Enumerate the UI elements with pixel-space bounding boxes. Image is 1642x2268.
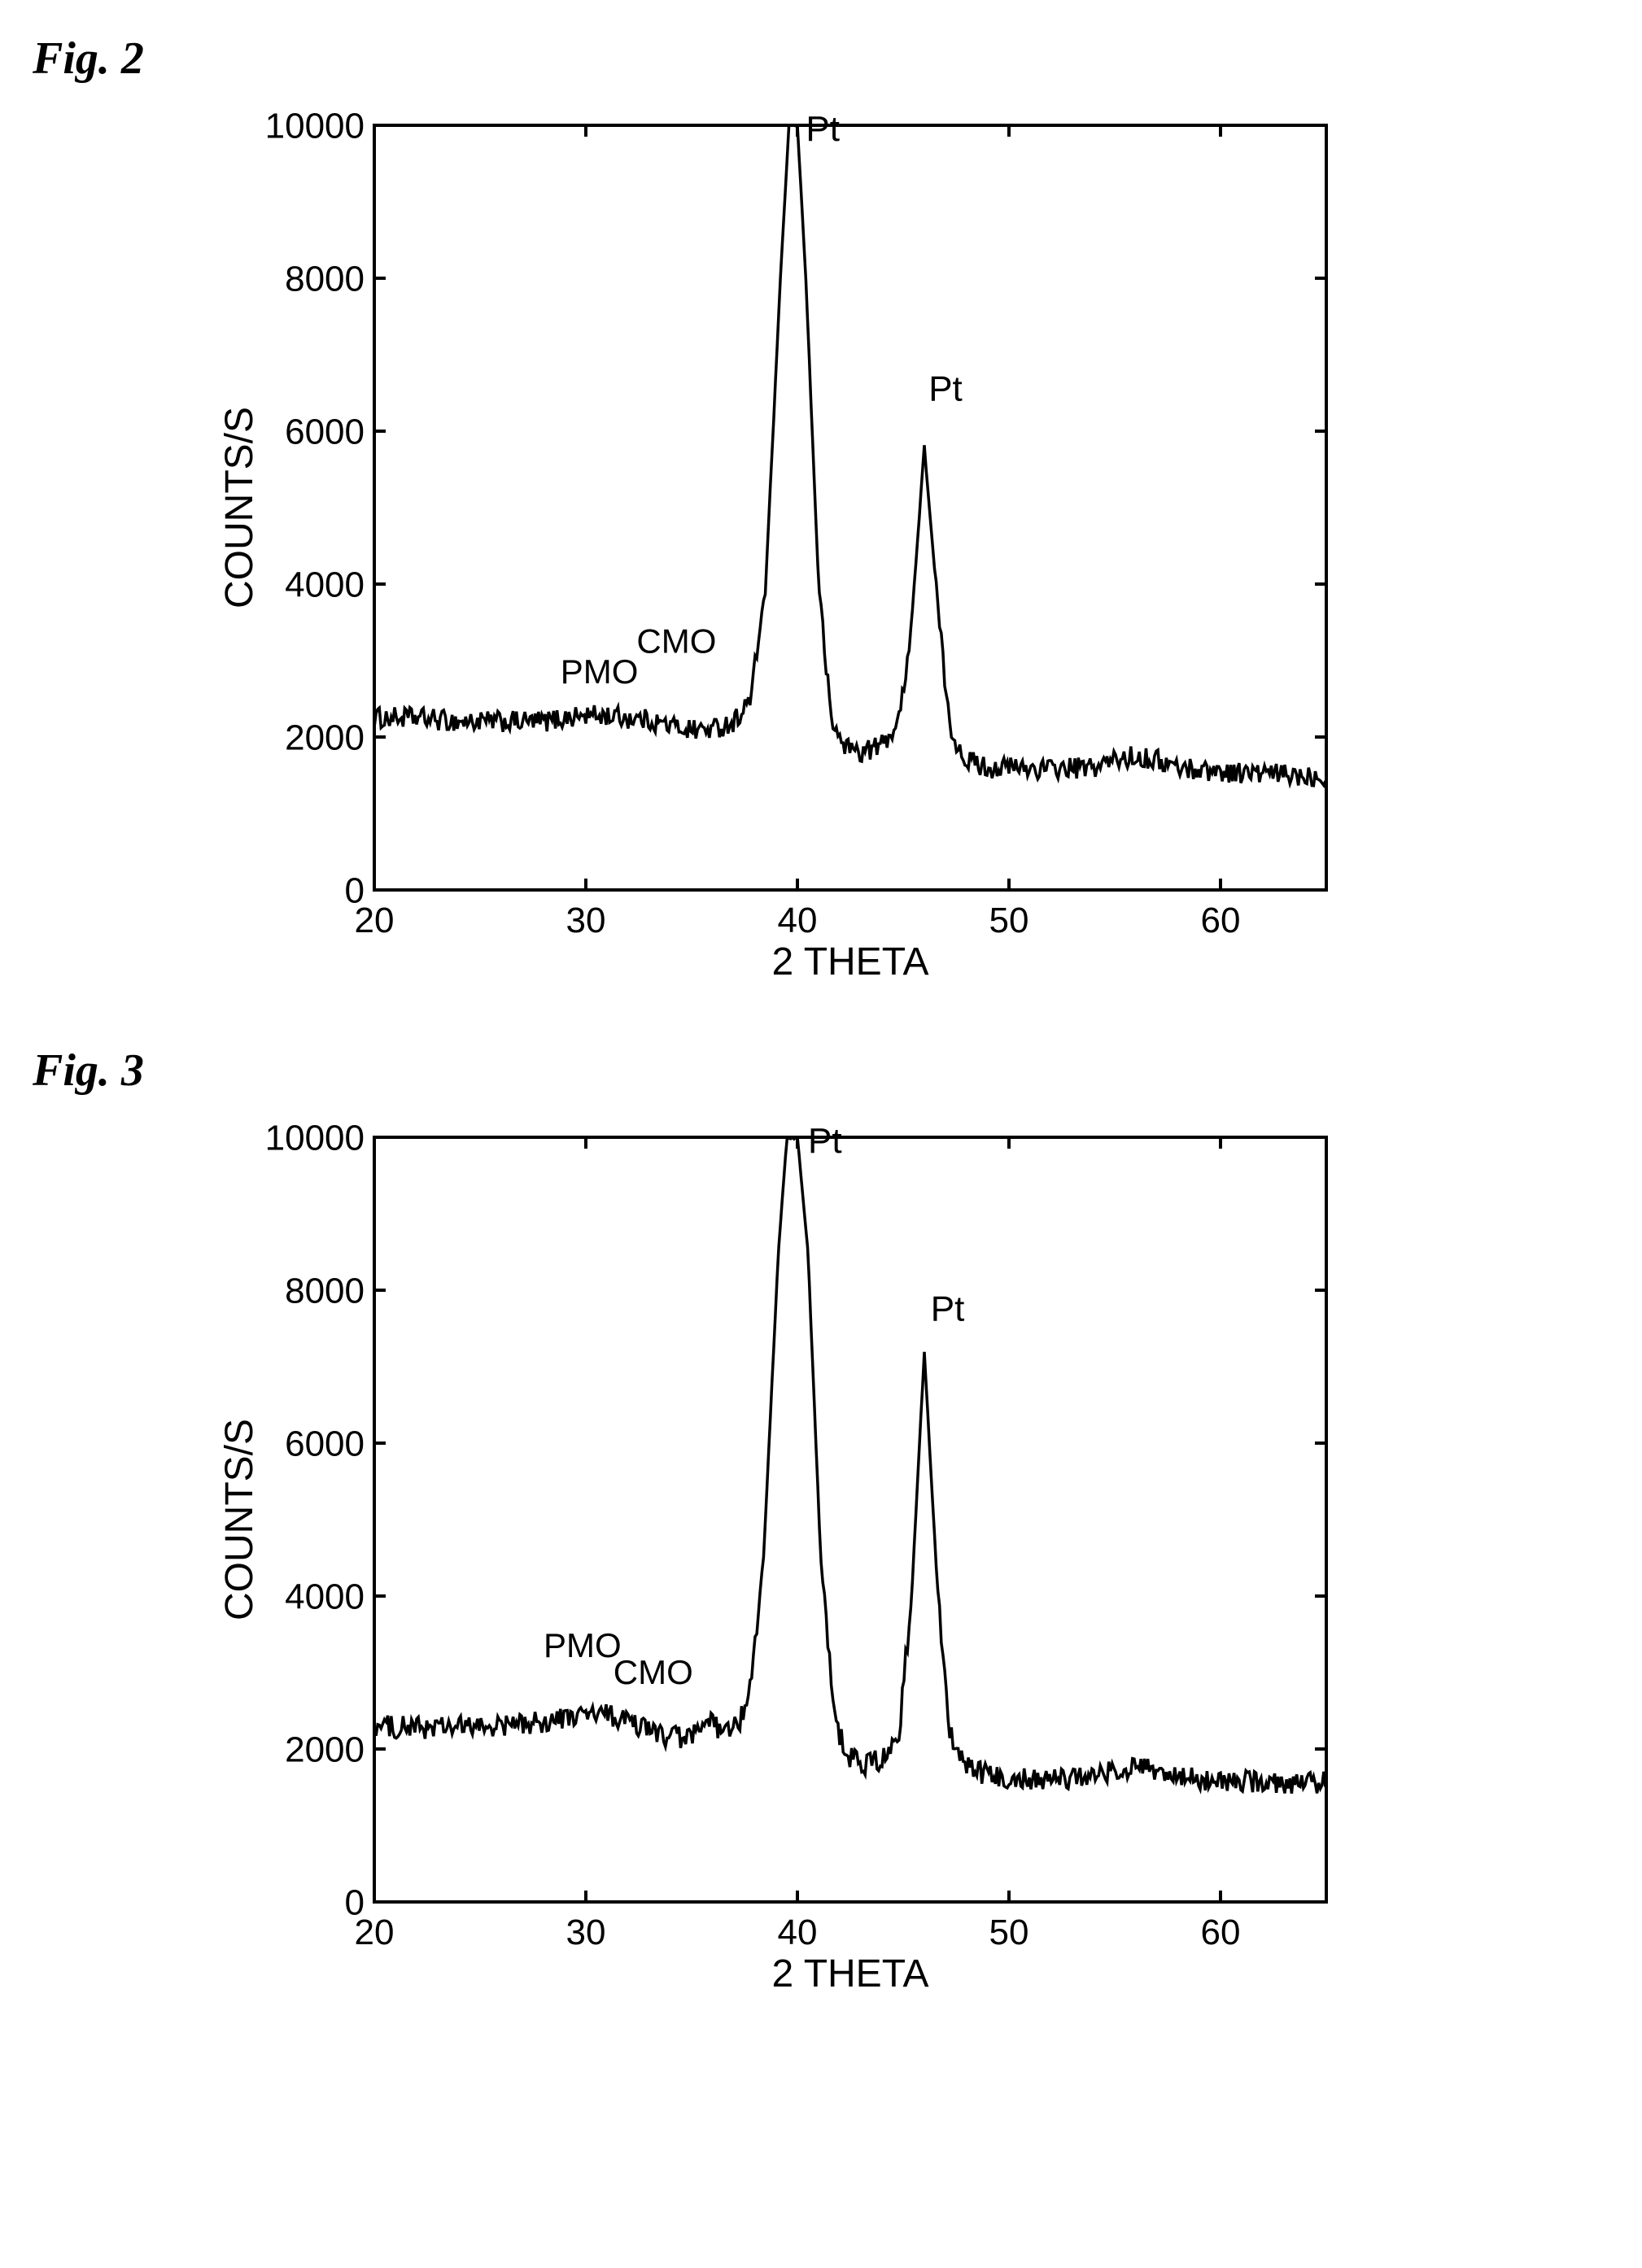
peak-label: Pt bbox=[808, 1121, 842, 1161]
chart-bg bbox=[212, 101, 1351, 979]
y-axis-label: COUNTS/S bbox=[218, 1419, 261, 1620]
x-axis-label: 2 THETA bbox=[772, 940, 929, 979]
x-tick-label: 60 bbox=[1201, 901, 1241, 940]
figure-block: Fig. 3203040506002000400060008000100002 … bbox=[33, 1045, 1609, 1991]
peak-label: PMO bbox=[561, 652, 639, 691]
y-tick-label: 2000 bbox=[285, 1729, 365, 1769]
x-axis-label: 2 THETA bbox=[772, 1952, 929, 1991]
y-tick-label: 8000 bbox=[285, 259, 365, 299]
x-tick-label: 30 bbox=[566, 1913, 606, 1952]
peak-label: Pt bbox=[806, 109, 840, 149]
x-tick-label: 30 bbox=[566, 901, 606, 940]
xrd-chart: 203040506002000400060008000100002 THETAC… bbox=[212, 101, 1351, 979]
y-tick-label: 8000 bbox=[285, 1271, 365, 1311]
y-tick-label: 10000 bbox=[265, 1118, 365, 1158]
y-tick-label: 0 bbox=[345, 870, 365, 910]
x-tick-label: 40 bbox=[778, 1913, 818, 1952]
x-tick-label: 60 bbox=[1201, 1913, 1241, 1952]
peak-label: CMO bbox=[614, 1653, 693, 1691]
y-tick-label: 4000 bbox=[285, 1577, 365, 1616]
peak-label: Pt bbox=[928, 369, 963, 408]
peak-label: CMO bbox=[636, 622, 716, 661]
peak-label: PMO bbox=[544, 1626, 622, 1664]
y-tick-label: 2000 bbox=[285, 717, 365, 757]
xrd-chart: 203040506002000400060008000100002 THETAC… bbox=[212, 1113, 1351, 1991]
x-tick-label: 50 bbox=[989, 1913, 1029, 1952]
y-tick-label: 10000 bbox=[265, 106, 365, 146]
y-tick-label: 6000 bbox=[285, 412, 365, 451]
figure-block: Fig. 2203040506002000400060008000100002 … bbox=[33, 33, 1609, 979]
chart-bg bbox=[212, 1113, 1351, 1991]
y-axis-label: COUNTS/S bbox=[218, 407, 261, 608]
x-tick-label: 40 bbox=[778, 901, 818, 940]
x-tick-label: 50 bbox=[989, 901, 1029, 940]
y-tick-label: 6000 bbox=[285, 1424, 365, 1463]
chart-container: 203040506002000400060008000100002 THETAC… bbox=[212, 1113, 1609, 1991]
y-tick-label: 0 bbox=[345, 1882, 365, 1922]
chart-container: 203040506002000400060008000100002 THETAC… bbox=[212, 101, 1609, 979]
peak-label: Pt bbox=[931, 1289, 965, 1329]
figure-title: Fig. 2 bbox=[33, 33, 1609, 85]
figure-title: Fig. 3 bbox=[33, 1045, 1609, 1097]
y-tick-label: 4000 bbox=[285, 565, 365, 604]
